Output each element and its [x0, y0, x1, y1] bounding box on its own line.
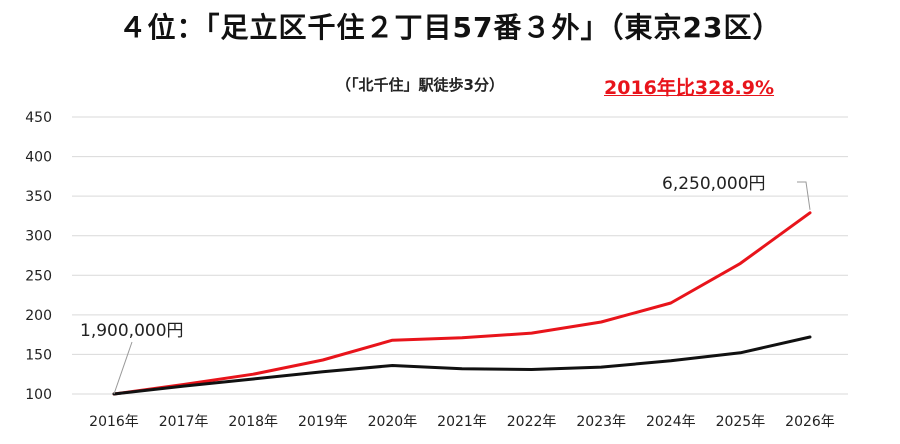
- x-tick-label: 2021年: [437, 414, 487, 430]
- y-tick-label: 350: [25, 189, 52, 205]
- y-tick-label: 200: [25, 308, 52, 324]
- series-line-1: [112, 335, 812, 396]
- chart-subtitle: （「北千住」駅徒歩3分）: [336, 76, 504, 94]
- x-tick-label: 2016年: [89, 414, 139, 430]
- annotation-leader: [797, 181, 811, 210]
- x-tick-label: 2025年: [716, 414, 766, 430]
- chart-title: ４位：「足立区千住２丁目57番３外」（東京23区）: [118, 11, 782, 44]
- annotations: 1,900,000円 6,250,000円: [80, 174, 811, 395]
- annotation-start-price: 1,900,000円: [80, 321, 184, 341]
- series-line-0: [112, 211, 812, 396]
- y-tick-label: 100: [25, 387, 52, 403]
- y-tick-label: 250: [25, 268, 52, 284]
- annotation-leader: [113, 341, 133, 395]
- y-tick-label: 300: [25, 229, 52, 245]
- x-tick-label: 2022年: [507, 414, 557, 430]
- x-tick-label: 2018年: [228, 414, 278, 430]
- y-tick-label: 400: [25, 150, 52, 166]
- y-axis-ticks: 100 150 200 250 300 350 400 450: [25, 110, 52, 403]
- x-axis-ticks: 2016年 2017年 2018年 2019年 2020年 2021年 2022年 2023年…: [89, 414, 835, 430]
- x-tick-label: 2026年: [785, 414, 835, 430]
- growth-ratio-label: 2016年比328.9%: [604, 77, 775, 99]
- y-tick-label: 450: [25, 110, 52, 126]
- x-tick-label: 2017年: [159, 414, 209, 430]
- series-lines: [112, 211, 812, 396]
- x-tick-label: 2019年: [298, 414, 348, 430]
- x-tick-label: 2024年: [646, 414, 696, 430]
- annotation-end-price: 6,250,000円: [662, 174, 766, 194]
- y-tick-label: 150: [25, 347, 52, 363]
- x-tick-label: 2023年: [576, 414, 626, 430]
- x-tick-label: 2020年: [368, 414, 418, 430]
